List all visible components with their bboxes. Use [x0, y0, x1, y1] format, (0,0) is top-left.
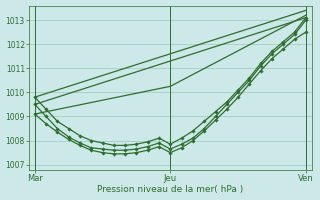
X-axis label: Pression niveau de la mer( hPa ): Pression niveau de la mer( hPa ) [97, 185, 244, 194]
